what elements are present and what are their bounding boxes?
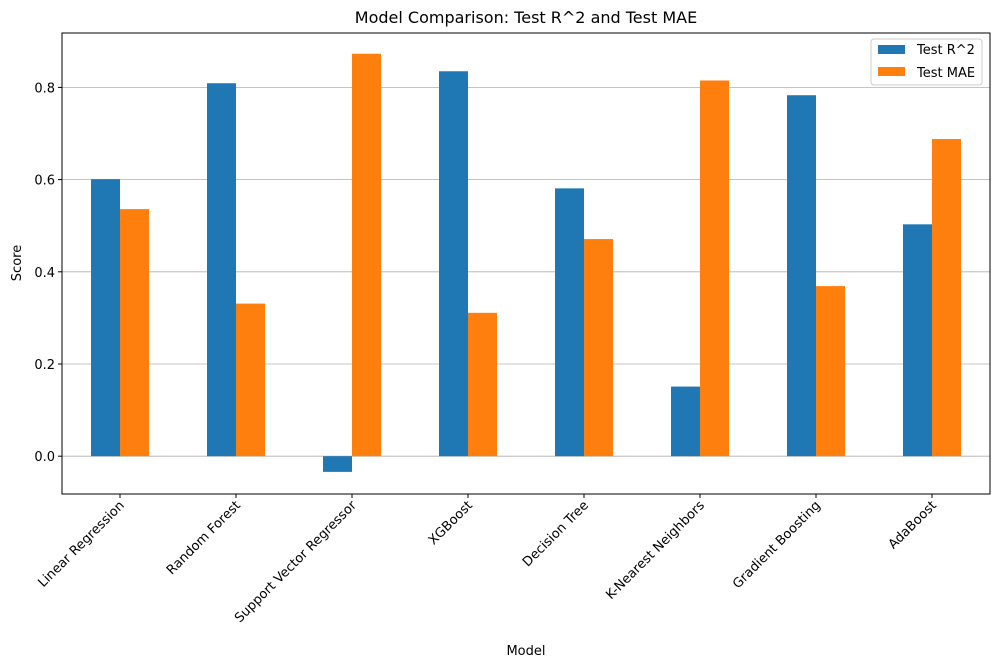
x-tick-label: Support Vector Regressor bbox=[232, 498, 360, 626]
y-tick-label: 0.2 bbox=[34, 358, 55, 373]
y-axis: 0.0 0.2 0.4 0.6 0.8 bbox=[34, 81, 62, 465]
y-tick-label: 0.6 bbox=[34, 174, 55, 189]
legend-swatch-mae bbox=[878, 67, 905, 76]
bar-r2 bbox=[787, 95, 816, 457]
legend-swatch-r2 bbox=[878, 45, 905, 54]
bar-mae bbox=[700, 80, 729, 457]
y-tick-label: 0.8 bbox=[34, 81, 55, 96]
x-tick-label: Linear Regression bbox=[35, 498, 127, 590]
bar-r2 bbox=[323, 456, 352, 472]
y-tick-label: 0.0 bbox=[34, 450, 55, 465]
legend-label-mae: Test MAE bbox=[916, 66, 975, 81]
x-axis-label: Model bbox=[506, 644, 545, 659]
bar-mae bbox=[236, 303, 265, 457]
bar-mae bbox=[468, 312, 497, 457]
bar-mae bbox=[584, 239, 613, 457]
chart-title: Model Comparison: Test R^2 and Test MAE bbox=[355, 8, 697, 27]
bar-mae bbox=[816, 286, 845, 457]
bar-r2 bbox=[903, 224, 932, 457]
x-tick-label: XGBoost bbox=[426, 498, 476, 548]
x-tick-label: Random Forest bbox=[164, 498, 244, 578]
x-tick-label: Gradient Boosting bbox=[730, 498, 824, 592]
grid bbox=[62, 86, 990, 457]
bar-r2 bbox=[671, 386, 700, 457]
bar-r2 bbox=[207, 83, 236, 457]
bar-r2 bbox=[439, 71, 468, 457]
bar-mae bbox=[352, 53, 381, 457]
bar-mae bbox=[120, 209, 149, 457]
bar-r2 bbox=[555, 188, 584, 457]
x-tick-label: Decision Tree bbox=[520, 498, 592, 570]
plot-frame bbox=[61, 32, 991, 495]
x-tick-label: K-Nearest Neighbors bbox=[603, 498, 708, 603]
legend: Test R^2 Test MAE bbox=[870, 38, 983, 86]
bar-mae bbox=[932, 139, 961, 457]
y-axis-label: Score bbox=[10, 245, 25, 281]
y-tick-label: 0.4 bbox=[34, 266, 55, 281]
bars bbox=[91, 53, 961, 472]
legend-label-r2: Test R^2 bbox=[916, 43, 975, 58]
bar-r2 bbox=[91, 179, 120, 457]
x-tick-label: AdaBoost bbox=[886, 498, 940, 552]
